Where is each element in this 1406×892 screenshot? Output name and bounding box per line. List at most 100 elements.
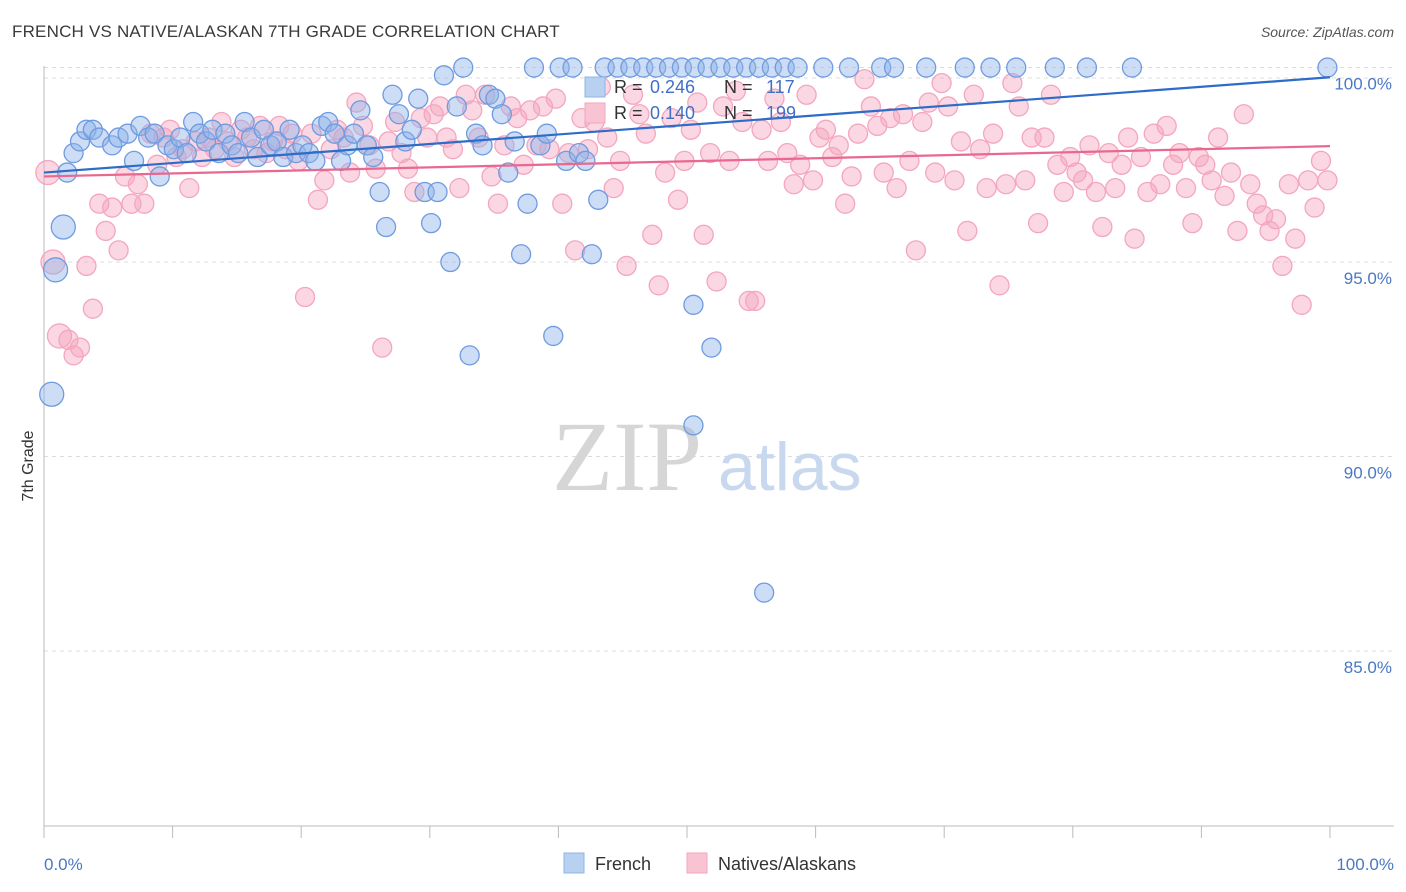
y-tick-label: 95.0% [1344, 269, 1392, 288]
data-point [944, 170, 965, 191]
data-point [925, 162, 946, 183]
data-point [127, 174, 149, 195]
data-point [667, 189, 689, 210]
data-point [427, 181, 448, 203]
axes [43, 66, 1394, 838]
data-point [552, 193, 573, 214]
data-point [699, 142, 721, 164]
data-point [134, 193, 155, 214]
data-point [622, 84, 644, 105]
data-point [1079, 135, 1100, 156]
data-point [860, 96, 882, 117]
data-point [1233, 104, 1254, 125]
data-point [1240, 174, 1261, 195]
natives-trend-line [43, 145, 1331, 178]
data-point [69, 337, 91, 358]
data-point [401, 119, 422, 140]
data-point [442, 139, 464, 160]
data-point [950, 131, 972, 152]
data-point [562, 57, 583, 78]
data-point [176, 142, 197, 164]
data-point [609, 150, 631, 172]
data-point [314, 170, 335, 191]
data-point [215, 123, 236, 144]
data-point [108, 240, 129, 261]
grid-lines [44, 67, 1394, 652]
data-point [1130, 146, 1152, 168]
french-r-value: 0.246 [650, 77, 695, 97]
data-point [813, 57, 834, 78]
data-point [581, 244, 602, 265]
natives-r-label: R = [614, 103, 643, 123]
data-point [1297, 170, 1319, 191]
data-point [494, 135, 515, 156]
data-point [558, 142, 579, 164]
data-point [1072, 170, 1094, 191]
data-point [446, 96, 467, 117]
source-credit: Source: ZipAtlas.com [1260, 24, 1394, 40]
data-point [202, 119, 223, 140]
data-point [575, 150, 596, 172]
data-point [931, 72, 952, 94]
data-point [712, 96, 734, 117]
data-point [1272, 255, 1293, 277]
data-point [764, 88, 785, 109]
data-point [420, 212, 442, 234]
data-point [648, 275, 669, 296]
data-point [564, 240, 586, 261]
legend-french-label: French [595, 854, 651, 874]
x-tick-label-min: 0.0% [44, 855, 83, 874]
legend-natives-swatch [686, 852, 708, 874]
data-point [597, 127, 618, 148]
data-point [886, 177, 907, 199]
data-point [912, 111, 933, 133]
data-point [69, 131, 91, 152]
natives-n-label: N = [724, 103, 753, 123]
data-point [790, 154, 811, 175]
data-point [543, 325, 564, 347]
data-point [687, 92, 708, 113]
data-point [372, 337, 393, 358]
trend-lines [43, 76, 1331, 178]
data-point [1034, 127, 1055, 148]
data-point [963, 84, 984, 105]
data-point [982, 123, 1004, 144]
data-point [1310, 150, 1332, 172]
french-n-value: 117 [766, 77, 795, 97]
data-point [1169, 142, 1190, 164]
data-point [523, 57, 545, 78]
data-point [536, 123, 557, 144]
data-point [1121, 57, 1143, 78]
data-point [1044, 57, 1065, 78]
data-point [363, 146, 384, 168]
natives-r-value: 0.140 [650, 103, 695, 123]
data-point [545, 88, 566, 109]
data-point [976, 177, 997, 199]
data-point [1214, 185, 1235, 207]
data-point [683, 415, 704, 436]
data-point [738, 290, 759, 312]
data-point [294, 286, 316, 308]
data-point [240, 127, 262, 148]
data-point [683, 294, 704, 315]
french-r-label: R = [614, 77, 643, 97]
data-point [989, 275, 1010, 296]
data-point [183, 111, 204, 133]
natives-points [35, 69, 1338, 366]
data-point [234, 111, 255, 133]
data-point [369, 181, 390, 203]
data-point [1027, 212, 1049, 234]
data-point [343, 123, 365, 144]
data-point [1265, 209, 1287, 230]
y-tick-labels: 85.0% 90.0% 95.0% 100.0% [1334, 75, 1392, 677]
data-point [693, 224, 714, 245]
data-point [1150, 174, 1171, 195]
data-point [1002, 72, 1023, 94]
data-point [1195, 154, 1216, 175]
natives-legend-swatch [584, 102, 606, 124]
data-point [1156, 115, 1177, 137]
data-point [307, 189, 329, 210]
data-point [828, 135, 849, 156]
data-point [751, 119, 772, 140]
